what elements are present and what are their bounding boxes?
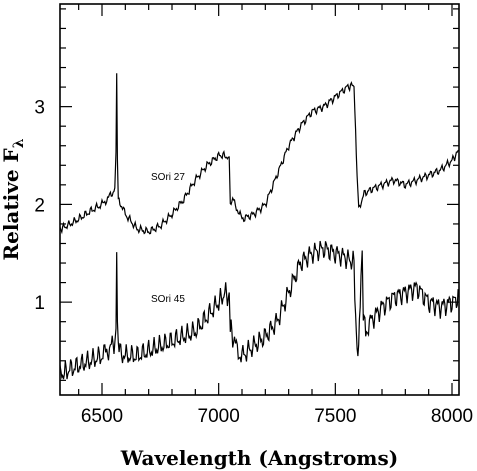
series-line-sori-27 [59, 73, 460, 235]
annotation-sori27: SOri 27 [151, 172, 185, 183]
x-axis-label: Wavelength (Angstroms) [120, 446, 398, 470]
series-line-sori-45 [59, 240, 460, 380]
y-axis-label-main: Relative F [0, 148, 23, 260]
annotation-sori45: SOri 45 [151, 294, 185, 305]
x-tick-label: 7500 [314, 406, 356, 427]
tick-layer: 6500 7000 7500 8000 1 2 3 [34, 4, 473, 427]
y-axis-label-subscript: λ [11, 138, 27, 148]
x-tick-label: 8000 [431, 406, 473, 427]
series-layer [59, 73, 460, 380]
y-tick-label: 1 [34, 293, 45, 314]
y-tick-label: 3 [34, 98, 45, 119]
x-tick-label: 7000 [198, 406, 240, 427]
x-tick-label: 6500 [81, 406, 123, 427]
y-axis-label: Relative Fλ [0, 138, 27, 260]
y-tick-label: 2 [34, 195, 45, 216]
plot-frame [59, 3, 460, 396]
